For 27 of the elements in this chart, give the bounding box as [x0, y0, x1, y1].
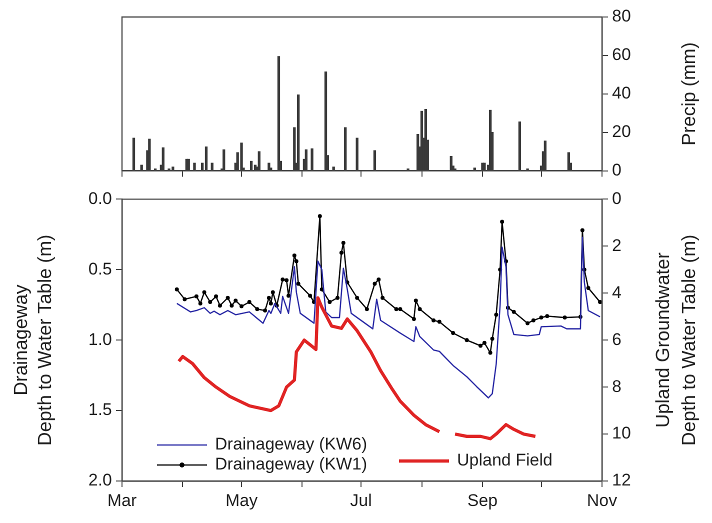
y-tick-label: 40 [612, 84, 631, 103]
y-tick-label: 0 [612, 160, 622, 180]
y-tick-label: 1.5 [88, 400, 112, 420]
y2-tick-label: 10 [612, 424, 631, 443]
x-tick-label: Jul [350, 490, 372, 510]
y-axis-title: Precip (mm) [679, 42, 700, 146]
y-tick-label: 20 [612, 122, 631, 142]
x-tick-label: Nov [586, 490, 618, 510]
x-tick-label: Sep [467, 490, 498, 510]
x-tick-label: May [225, 490, 258, 510]
y-tick-label: 60 [612, 45, 631, 64]
legend-label: Upland Field [457, 450, 552, 470]
y-tick-label: 0.5 [88, 259, 112, 278]
y2-tick-label: 8 [612, 376, 622, 396]
y-tick-label: 0.0 [88, 188, 112, 208]
y2-axis-title: Upland Groundwater Depth to Water Table (m) [653, 234, 700, 446]
y-axis-title: Drainageway Depth to Water Table (m) [11, 234, 56, 446]
y-tick-label: 2.0 [88, 470, 112, 490]
legend-label: Drainageway (KW6) [215, 434, 368, 454]
y-tick-label: 80 [612, 6, 631, 26]
legend-label: Drainageway (KW1) [215, 454, 368, 474]
y2-tick-label: 4 [612, 282, 622, 302]
y2-tick-label: 6 [612, 330, 622, 349]
x-tick-label: Mar [107, 490, 137, 510]
y2-tick-label: 2 [612, 236, 622, 255]
y2-tick-label: 12 [612, 470, 631, 490]
y-tick-label: 1.0 [88, 330, 112, 349]
